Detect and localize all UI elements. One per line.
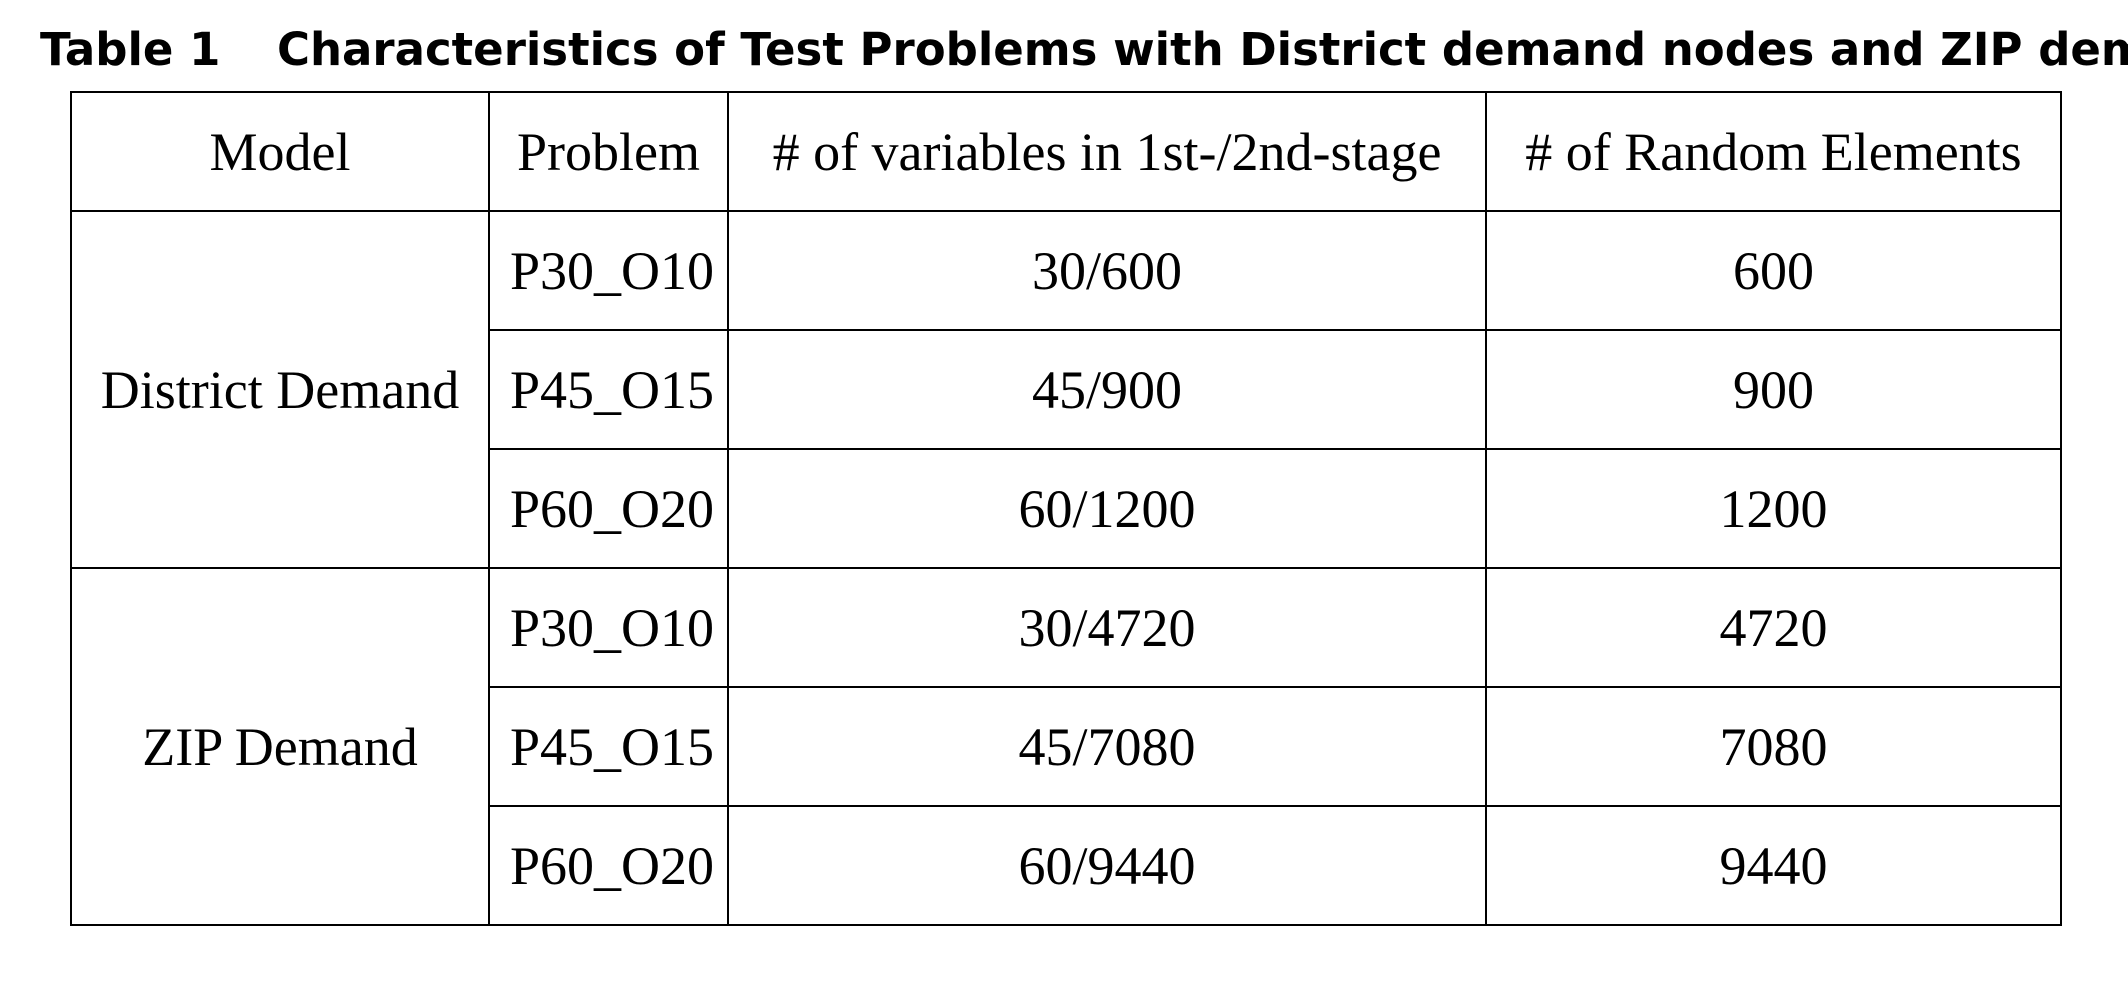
header-variables: # of variables in 1st-/2nd-stage xyxy=(727,91,1487,212)
problem-cell: P45_O15 xyxy=(488,329,729,450)
variables-cell: 30/4720 xyxy=(727,567,1487,688)
variables-cell: 30/600 xyxy=(727,210,1487,331)
variables-cell: 60/1200 xyxy=(727,448,1487,569)
model-cell-district: District Demand xyxy=(70,210,490,569)
random-elements-cell: 9440 xyxy=(1485,805,2062,926)
table-row: P45_O15 45/7080 7080 xyxy=(71,686,2062,807)
table-label: Table 1 xyxy=(40,23,221,76)
model-cell-zip: ZIP Demand xyxy=(70,567,490,926)
random-elements-cell: 900 xyxy=(1485,329,2062,450)
problem-cell: P45_O15 xyxy=(488,686,729,807)
header-row: Model Problem # of variables in 1st-/2nd… xyxy=(70,91,2062,212)
table-row: P45_O15 45/900 900 xyxy=(71,329,2062,450)
random-elements-cell: 1200 xyxy=(1485,448,2062,569)
caption-text: Characteristics of Test Problems with Di… xyxy=(277,23,2128,76)
header-model: Model xyxy=(70,91,490,212)
problem-cell: P60_O20 xyxy=(488,805,729,926)
table-row: P60_O20 60/1200 1200 xyxy=(71,448,2062,569)
table-caption: Table 1 Characteristics of Test Problems … xyxy=(40,18,2128,82)
problem-cell: P60_O20 xyxy=(488,448,729,569)
variables-cell: 60/9440 xyxy=(727,805,1487,926)
characteristics-table: Model Problem # of variables in 1st-/2nd… xyxy=(70,91,2062,926)
table-row: District Demand P30_O10 30/600 600 xyxy=(70,210,2062,569)
random-elements-cell: 7080 xyxy=(1485,686,2062,807)
header-problem: Problem xyxy=(488,91,729,212)
problem-cell: P30_O10 xyxy=(488,567,729,688)
variables-cell: 45/900 xyxy=(727,329,1487,450)
header-random-elements: # of Random Elements xyxy=(1485,91,2062,212)
random-elements-cell: 4720 xyxy=(1485,567,2062,688)
table-row: ZIP Demand P30_O10 30/4720 4720 xyxy=(70,567,2062,926)
problem-cell: P30_O10 xyxy=(488,210,729,331)
table-row: P60_O20 60/9440 9440 xyxy=(71,805,2062,926)
variables-cell: 45/7080 xyxy=(727,686,1487,807)
random-elements-cell: 600 xyxy=(1485,210,2062,331)
